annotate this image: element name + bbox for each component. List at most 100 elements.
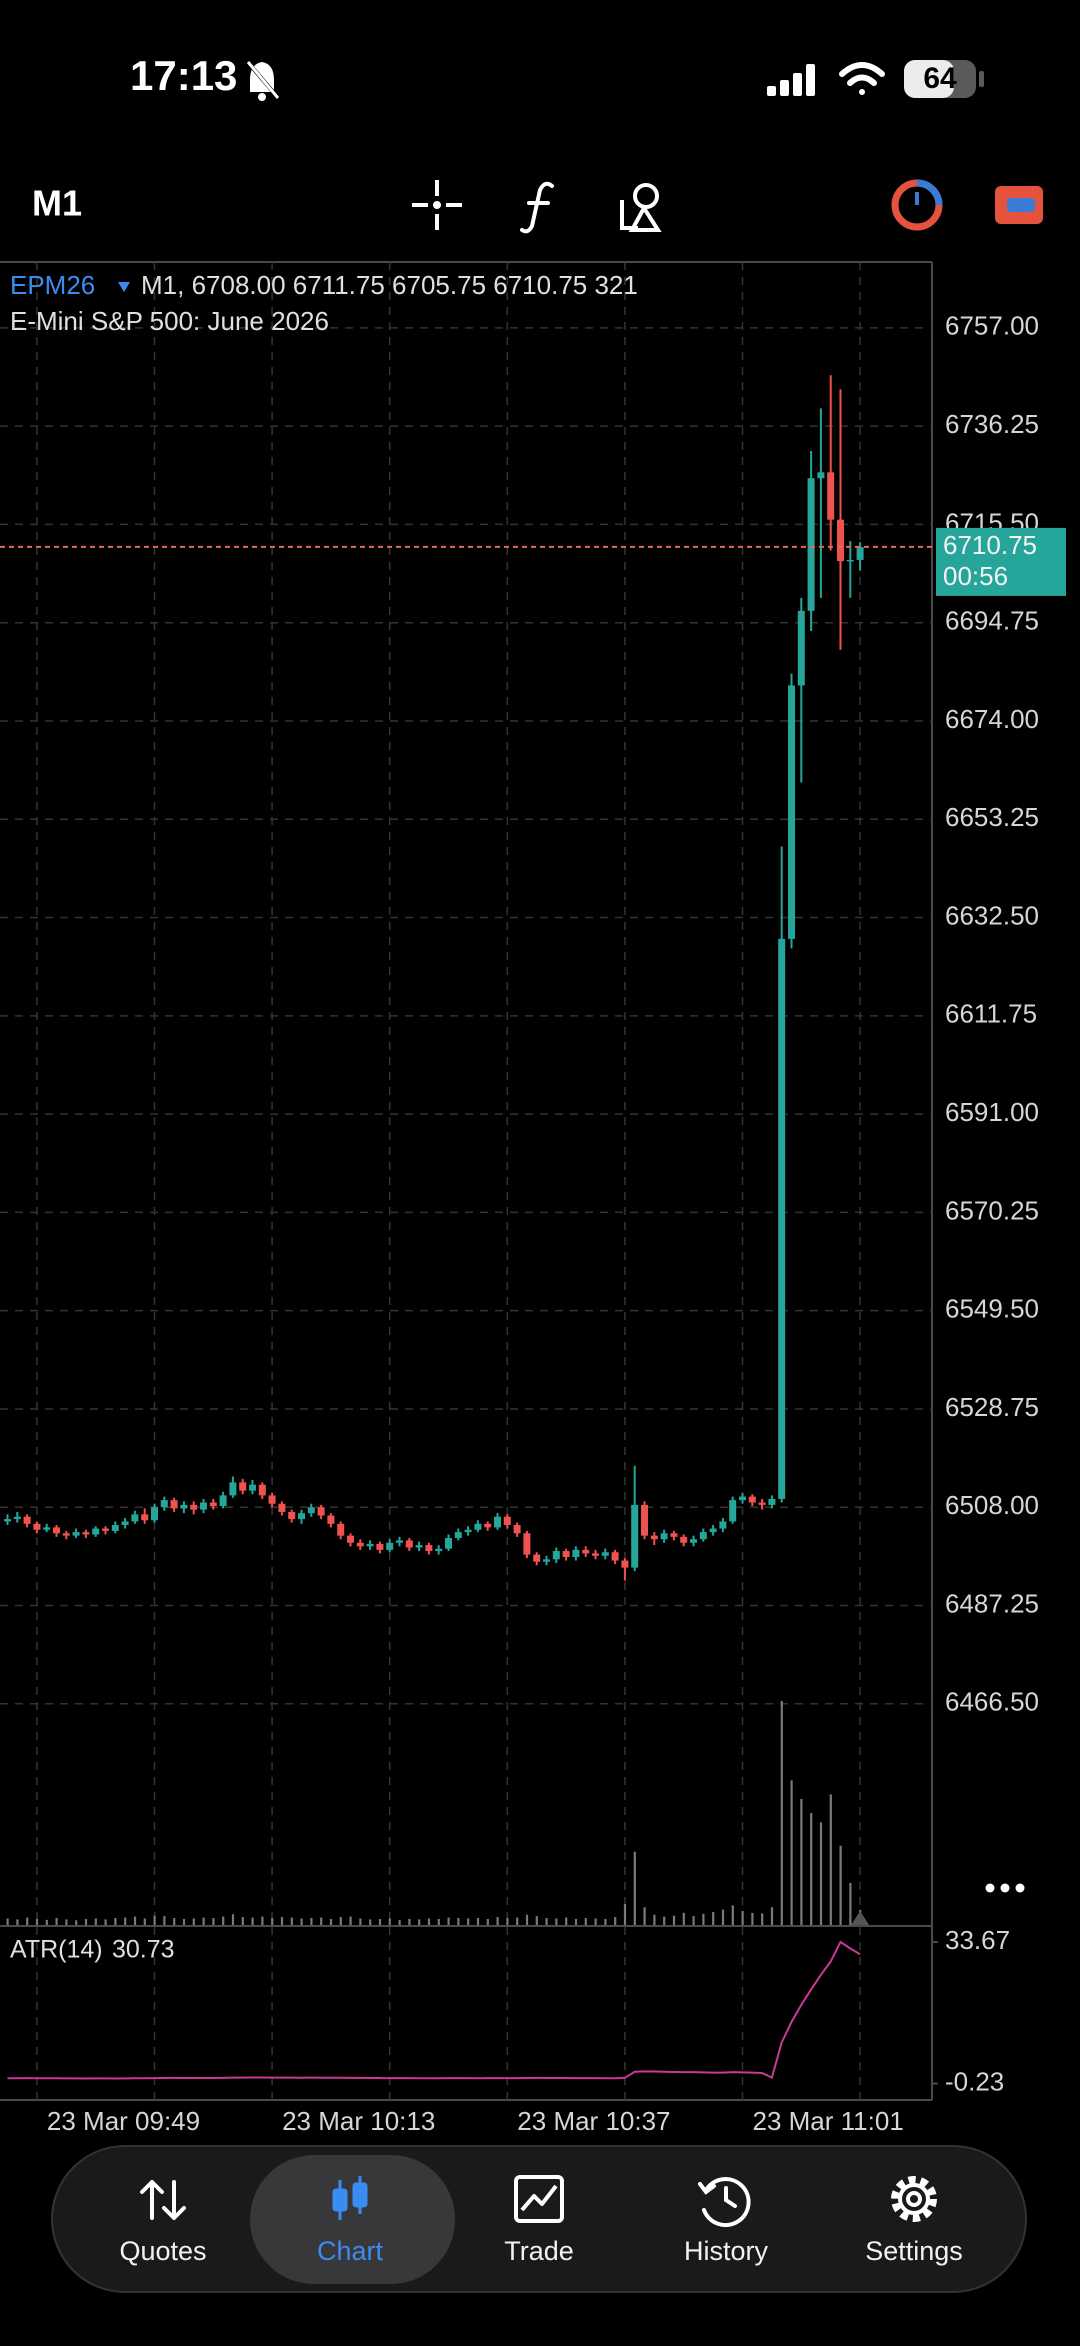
volume-bar [623,1904,627,1925]
candle-body [778,938,786,1499]
mute-icon [244,58,282,102]
x-tick-label: 23 Mar 11:01 [753,2106,904,2136]
volume-bar [467,1918,470,1925]
y-tick-label: 6549.50 [945,1294,1039,1324]
tab-history[interactable]: History [684,2236,769,2266]
volume-bar [65,1919,68,1925]
volume-bar [819,1822,823,1925]
candle-body [396,1540,403,1543]
candle-body [729,1500,737,1522]
candle-body [788,685,795,939]
volume-bar [476,1918,480,1925]
volume-bar [574,1918,578,1925]
candle-body [72,1532,80,1536]
x-tick-label: 23 Mar 09:49 [47,2106,200,2136]
volume-bar [418,1919,421,1925]
candle-body [405,1540,413,1548]
volume-bar [329,1918,333,1925]
candle-body [317,1507,325,1516]
candle-body [513,1524,521,1534]
volume-bar [84,1918,88,1925]
volume-bar [231,1914,235,1925]
one-click-button[interactable] [995,186,1043,224]
candle-body [209,1502,217,1507]
candle-body [846,559,854,562]
candle-body [4,1519,11,1522]
candle-body [386,1542,394,1550]
candle-body [347,1535,354,1543]
volume-bar [408,1918,411,1925]
candle-body [690,1539,697,1543]
candle-body [650,1535,658,1540]
trading-hours-button[interactable] [891,179,943,231]
crosshair-button[interactable] [412,180,462,230]
y-tick-label: 6653.25 [945,802,1039,832]
more-button[interactable] [985,1883,1025,1893]
indicators-button[interactable] [520,181,554,234]
volume-bar [280,1917,284,1925]
volume-bar [143,1918,146,1925]
candle-body [739,1496,746,1501]
tab-settings[interactable]: Settings [865,2236,963,2266]
candle-body [572,1549,580,1557]
volume-bar [741,1911,744,1925]
volume-bar [290,1917,293,1925]
volume-bar [849,1883,852,1925]
candle-body [258,1484,266,1496]
volume-bar [55,1918,58,1925]
candle-body [356,1542,364,1547]
timeframe-button[interactable]: M1 [32,183,82,224]
candle-body [582,1549,590,1554]
volume-bar [133,1916,137,1925]
volume-bar [359,1918,362,1925]
x-tick-label: 23 Mar 10:37 [517,2106,670,2136]
candle-body [464,1529,472,1533]
volume-bar [398,1919,401,1925]
volume-bar [349,1916,352,1925]
y-tick-label: 6466.50 [945,1687,1039,1717]
volume-bar [506,1918,509,1925]
volume-bar [261,1916,264,1925]
volume-bar [780,1701,783,1925]
tab-trade[interactable]: Trade [504,2236,574,2266]
price-label: 6710.75 [943,530,1037,560]
tab-quotes[interactable]: Quotes [119,2236,206,2266]
volume-bar [310,1918,313,1925]
volume-bar [751,1912,754,1925]
candle-body [307,1507,315,1514]
volume-bar [692,1916,695,1925]
candle-body [53,1527,60,1534]
volume-bar [6,1918,9,1925]
clock: 17:13 [130,52,237,99]
candle-body [817,472,825,479]
volume-bar [35,1918,39,1925]
candle-body [111,1524,119,1531]
tab-chart[interactable]: Chart [317,2236,384,2266]
candle-body [376,1543,384,1550]
volume-bar [271,1918,274,1925]
objects-button[interactable] [620,183,662,232]
volume-bar [672,1915,676,1925]
candle-body [200,1502,207,1510]
volume-bar [45,1919,48,1925]
bar-timer: 00:56 [943,561,1008,591]
candle-body [288,1511,296,1520]
candle-body [278,1503,286,1512]
candle-body [533,1554,541,1562]
indicator-tick-label: -0.23 [945,2066,1004,2096]
candle-body [856,546,864,560]
battery-level: 64 [923,62,957,95]
candle-body [680,1536,688,1543]
plot-area: 6757.006736.256715.506694.756674.006653.… [0,261,1066,2136]
volume-bar [604,1918,607,1925]
volume-bar [427,1918,431,1925]
volume-bar [633,1851,636,1925]
volume-bar [721,1909,725,1925]
volume-bar [202,1917,205,1925]
volume-bar [320,1917,323,1925]
volume-bar [682,1912,685,1925]
candle-body [807,478,815,611]
volume-bar [516,1917,519,1925]
y-tick-label: 6570.25 [945,1195,1039,1225]
